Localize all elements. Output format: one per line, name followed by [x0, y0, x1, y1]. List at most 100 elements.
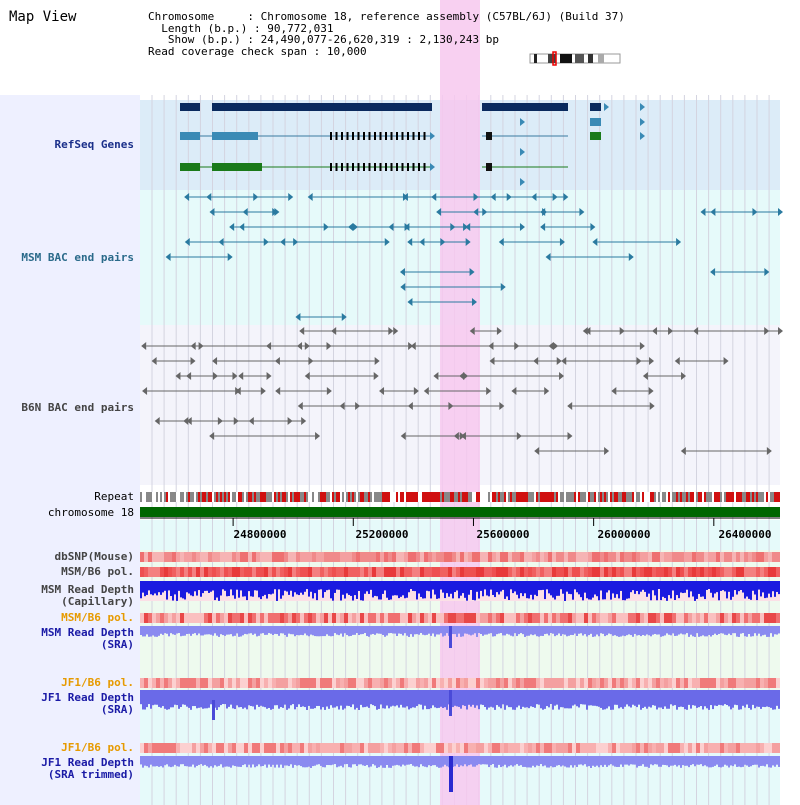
depth-bar [768, 690, 770, 707]
depth-bar [678, 756, 680, 766]
track-label-refseq-genes[interactable]: RefSeq Genes [54, 138, 134, 151]
heat-cell [748, 567, 752, 577]
track-label-msm-b6-pol-1[interactable]: MSM/B6 pol. [61, 565, 134, 578]
repeat-mark [676, 492, 678, 502]
repeat-mark [214, 492, 216, 502]
track-label-dbsnp[interactable]: dbSNP(Mouse) [54, 550, 134, 563]
heat-cell [448, 567, 452, 577]
track-label-msm-read-depth-sra[interactable]: MSM Read Depth (SRA) [41, 627, 134, 651]
heat-cell [356, 743, 360, 753]
heat-cell [712, 552, 716, 562]
depth-bar [416, 626, 418, 635]
heat-cell [356, 613, 360, 623]
strand-arrow [520, 178, 525, 186]
depth-bar [382, 581, 384, 594]
heat-cell [764, 567, 768, 577]
depth-bar [298, 756, 300, 766]
track-label-msm-bac[interactable]: MSM BAC end pairs [21, 251, 134, 264]
repeat-mark [318, 492, 320, 502]
depth-bar [412, 690, 414, 708]
depth-bar [644, 581, 646, 592]
heat-cell [644, 743, 648, 753]
depth-bar [620, 626, 622, 637]
track-label-b6n-bac[interactable]: B6N BAC end pairs [21, 401, 134, 414]
depth-bar [492, 690, 494, 708]
depth-bar [542, 756, 544, 767]
heat-cell [772, 567, 776, 577]
depth-bar [284, 756, 286, 766]
depth-bar [548, 690, 550, 708]
track-label-repeat[interactable]: Repeat [94, 490, 134, 503]
left-panel-bg [0, 0, 140, 805]
heat-cell [752, 613, 756, 623]
depth-bar [656, 626, 658, 635]
depth-bar [306, 626, 308, 636]
heat-cell [648, 552, 652, 562]
heat-cell [288, 678, 292, 688]
repeat-mark [500, 492, 502, 502]
heat-cell [624, 678, 628, 688]
repeat-mark [644, 492, 646, 502]
heat-cell [276, 613, 280, 623]
bac-end [175, 372, 181, 380]
depth-bar [670, 626, 672, 636]
heat-cell [736, 552, 740, 562]
depth-bar [436, 581, 438, 599]
repeat-mark [432, 492, 434, 502]
depth-bar [536, 690, 538, 705]
repeat-mark [516, 492, 518, 502]
track-label-jf1-b6-pol-1[interactable]: JF1/B6 pol. [61, 676, 134, 689]
heat-cell [192, 678, 196, 688]
heat-cell [336, 743, 340, 753]
repeat-mark [244, 492, 246, 502]
track-label-jf1-read-depth-trimmed[interactable]: JF1 Read Depth (SRA trimmed) [41, 757, 134, 781]
heat-cell [684, 678, 688, 688]
heat-cell [492, 743, 496, 753]
heat-cell [672, 743, 676, 753]
repeat-mark [372, 492, 374, 502]
depth-bar [292, 626, 294, 635]
depth-bar [332, 690, 334, 708]
depth-bar [228, 690, 230, 707]
depth-bar [374, 756, 376, 766]
bac-end [190, 357, 196, 365]
heat-cell [672, 678, 676, 688]
strand-arrow [430, 132, 435, 140]
bac-end [404, 223, 410, 231]
depth-bar [214, 756, 216, 766]
depth-bar [480, 756, 482, 765]
heat-cell [152, 743, 156, 753]
depth-bar [514, 756, 516, 766]
track-label-jf1-b6-pol-2[interactable]: JF1/B6 pol. [61, 741, 134, 754]
depth-bar [738, 626, 740, 637]
heat-cell [696, 678, 700, 688]
heat-cell [328, 743, 332, 753]
track-label-jf1-read-depth-sra[interactable]: JF1 Read Depth (SRA) [41, 692, 134, 716]
depth-bar [402, 756, 404, 765]
depth-bar [668, 690, 670, 709]
repeat-mark [710, 492, 712, 502]
depth-bar [378, 690, 380, 709]
label-line-1: MSM Read Depth [41, 583, 134, 596]
heat-cell [548, 743, 552, 753]
repeat-mark [236, 492, 238, 502]
track-label-chromosome[interactable]: chromosome 18 [47, 506, 134, 519]
depth-bar [150, 690, 152, 709]
heat-cell [308, 567, 312, 577]
heat-cell [532, 613, 536, 623]
heat-cell [400, 552, 404, 562]
repeat-mark [608, 492, 610, 502]
repeat-mark [736, 492, 738, 502]
depth-bar [308, 581, 310, 597]
depth-bar [188, 626, 190, 634]
highlight-region [440, 0, 480, 805]
track-label-msm-b6-pol-2[interactable]: MSM/B6 pol. [61, 611, 134, 624]
depth-bar [434, 581, 436, 595]
depth-bar [434, 690, 436, 708]
depth-bar [304, 690, 306, 708]
track-label-msm-read-depth-capillary[interactable]: MSM Read Depth (Capillary) [41, 584, 134, 608]
depth-bar [592, 626, 594, 637]
depth-bar [446, 756, 448, 767]
repeat-mark [164, 492, 166, 502]
